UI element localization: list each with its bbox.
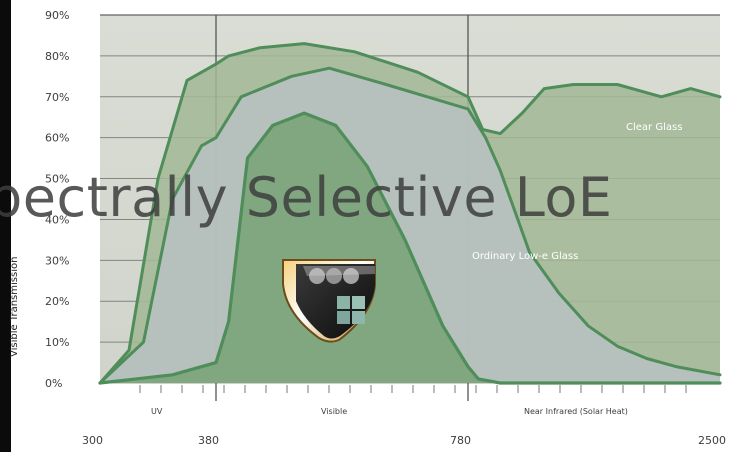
y-tick-label: 20% bbox=[45, 295, 69, 308]
shield-icon bbox=[282, 259, 376, 343]
y-axis-label: Visible Transmission bbox=[9, 257, 20, 357]
series-label-clear-glass: Clear Glass bbox=[626, 122, 682, 133]
left-dark-strip bbox=[0, 0, 11, 452]
labels-layer: Visible Transmission Clear Glass Ordinary … bbox=[9, 122, 682, 357]
y-tick-label: 70% bbox=[45, 91, 69, 104]
x-tick-label: 380 bbox=[198, 434, 219, 447]
series-line-0 bbox=[98, 42, 722, 385]
region-label-near-infrared: Near Infrared (Solar Heat) bbox=[524, 407, 628, 416]
chart-overlay-title: pectrally Selective LoE bbox=[0, 167, 613, 229]
product-shield-badge bbox=[279, 254, 381, 344]
series-line-2 bbox=[98, 111, 722, 385]
axis-layer: 0% 10% 20% 30% 40% 50% 60% 70% 80% 90% 300 380 780 25… bbox=[45, 9, 726, 447]
y-tick-label: 40% bbox=[45, 213, 69, 226]
series-line-1 bbox=[98, 66, 722, 385]
y-tick-label: 10% bbox=[45, 336, 69, 349]
y-tick-label: 30% bbox=[45, 254, 69, 267]
region-label-UV: UV bbox=[151, 407, 163, 416]
series-label-ordinary-low-e: Ordinary Low-e Glass bbox=[472, 251, 578, 262]
y-tick-label: 50% bbox=[45, 173, 69, 186]
y-tick-label: 60% bbox=[45, 132, 69, 145]
x-tick-label: 300 bbox=[82, 434, 103, 447]
y-tick-label: 80% bbox=[45, 50, 69, 63]
series-area-2 bbox=[100, 113, 720, 383]
y-tick-label: 0% bbox=[45, 377, 62, 390]
x-tick-label: 2500 bbox=[698, 434, 726, 447]
series-layer bbox=[98, 42, 722, 385]
y-tick-label: 90% bbox=[45, 9, 69, 22]
region-label-visible: Visible bbox=[321, 407, 347, 416]
x-tick-label: 780 bbox=[450, 434, 471, 447]
